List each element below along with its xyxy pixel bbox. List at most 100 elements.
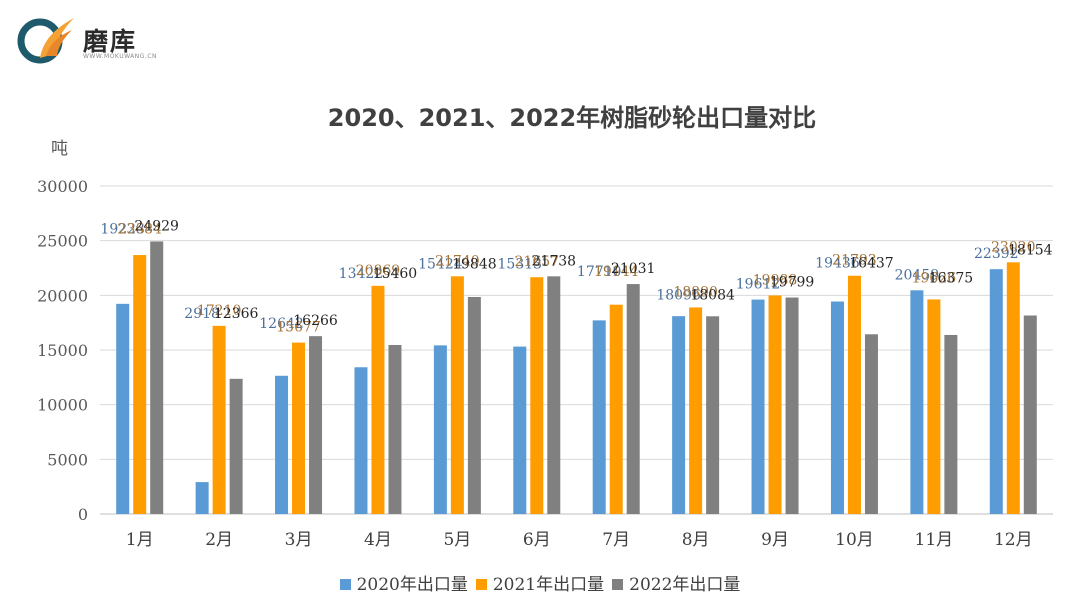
- brand-name: 磨库: [83, 27, 138, 56]
- bar-1-12月: [989, 269, 1003, 514]
- bar-2-12月: [1006, 262, 1020, 514]
- bar-2-2月: [212, 325, 226, 514]
- data-label: 15460: [373, 266, 418, 282]
- bar-1-5月: [433, 345, 447, 514]
- bar-3-6月: [547, 276, 561, 514]
- legend-swatch: [612, 579, 624, 590]
- data-label: 23020: [991, 239, 1036, 255]
- data-label: 19799: [770, 275, 815, 291]
- bar-3-10月: [864, 334, 878, 514]
- x-tick-label: 9月: [761, 530, 789, 550]
- bar-3-3月: [309, 336, 323, 514]
- legend-label: 2021年出口量: [492, 575, 605, 595]
- data-label: 19612: [736, 277, 781, 293]
- data-label: 19848: [452, 256, 497, 272]
- data-label: 19144: [594, 264, 639, 280]
- legend-item: 2021年出口量: [475, 570, 605, 595]
- data-label: 16266: [293, 313, 338, 329]
- data-label: 13422: [339, 266, 384, 282]
- x-tick-label: 2月: [205, 530, 233, 550]
- bar-2-6月: [530, 277, 544, 514]
- y-tick-label: 30000: [37, 177, 88, 196]
- data-label: 20869: [356, 263, 401, 279]
- data-label: 19988: [753, 272, 798, 288]
- bar-1-6月: [513, 346, 527, 514]
- bar-2-4月: [371, 285, 385, 514]
- data-label: 21031: [611, 261, 656, 277]
- x-tick-label: 7月: [602, 530, 630, 550]
- data-label: 17710: [577, 264, 622, 280]
- data-label: 18154: [1008, 242, 1053, 258]
- data-label: 20459: [895, 267, 940, 283]
- bar-1-2月: [195, 482, 209, 514]
- bar-1-1月: [116, 303, 130, 514]
- x-tick-label: 4月: [364, 530, 392, 550]
- data-label: 21657: [515, 254, 560, 270]
- data-label: 18084: [690, 287, 735, 303]
- legend-swatch: [475, 579, 487, 590]
- bar-2-7月: [609, 304, 623, 514]
- y-tick-label: 5000: [47, 450, 88, 469]
- data-label: 15313: [498, 256, 543, 272]
- bar-3-8月: [706, 316, 720, 514]
- data-label: 21738: [532, 253, 577, 269]
- x-tick-label: 5月: [443, 530, 471, 550]
- x-tick-label: 10月: [835, 530, 874, 550]
- bar-1-9月: [751, 299, 765, 514]
- data-label: 19223: [100, 221, 145, 237]
- data-label: 19626: [912, 270, 957, 286]
- data-label: 18096: [656, 287, 701, 303]
- bar-3-1月: [150, 241, 164, 514]
- bar-3-12月: [1023, 315, 1037, 514]
- x-tick-label: 12月: [994, 530, 1033, 550]
- data-label: 17210: [197, 303, 242, 319]
- data-label: 15677: [276, 320, 321, 336]
- x-tick-label: 8月: [682, 530, 710, 550]
- data-label: 15424: [418, 256, 463, 272]
- y-tick-label: 20000: [37, 286, 88, 305]
- bar-2-1月: [133, 255, 147, 514]
- data-label: 21740: [435, 253, 480, 269]
- data-label: 12642: [259, 316, 304, 332]
- bar-1-3月: [275, 375, 289, 514]
- bar-1-8月: [672, 316, 686, 514]
- bar-2-11月: [927, 299, 941, 514]
- y-axis-unit-label: 吨: [51, 139, 68, 159]
- legend-label: 2022年出口量: [629, 575, 741, 595]
- x-tick-label: 3月: [285, 530, 313, 550]
- data-label: 21793: [832, 253, 877, 269]
- bar-3-9月: [785, 297, 799, 514]
- data-label: 16375: [929, 270, 974, 286]
- brand-logo: 磨库 WWW.MOKUWANG.CN: [0, 0, 170, 70]
- data-label: 18890: [673, 284, 718, 300]
- x-tick-label: 1月: [126, 530, 154, 550]
- legend-swatch: [339, 579, 351, 590]
- bar-2-9月: [768, 295, 782, 514]
- data-label: 12366: [214, 306, 259, 322]
- y-tick-label: 15000: [37, 341, 88, 360]
- brand-mark-icon: [17, 18, 74, 64]
- bar-2-10月: [847, 275, 861, 514]
- data-label: 2918: [184, 306, 220, 322]
- bar-3-11月: [944, 334, 958, 514]
- data-label: 16437: [849, 256, 894, 272]
- y-tick-label: 0: [78, 505, 88, 524]
- data-label: 23684: [117, 221, 162, 237]
- bar-1-4月: [354, 367, 368, 514]
- bar-3-2月: [229, 378, 243, 514]
- bar-3-7月: [626, 284, 640, 514]
- bar-1-10月: [830, 301, 844, 514]
- bar-3-4月: [388, 344, 402, 514]
- brand-subtitle: WWW.MOKUWANG.CN: [83, 53, 158, 60]
- y-tick-label: 10000: [37, 396, 88, 415]
- bar-1-7月: [592, 320, 606, 514]
- legend-item: 2022年出口量: [612, 570, 740, 595]
- y-tick-label: 25000: [37, 232, 88, 251]
- chart-title: 2020、2021、2022年树脂砂轮出口量对比: [327, 104, 817, 132]
- x-tick-label: 6月: [523, 530, 551, 550]
- bar-2-3月: [292, 342, 306, 514]
- x-tick-label: 11月: [915, 530, 954, 550]
- legend-item: 2020年出口量: [339, 570, 468, 595]
- chart-legend: 2020年出口量 2021年出口量 2022年出口量: [0, 570, 1080, 595]
- data-label: 22392: [974, 246, 1019, 262]
